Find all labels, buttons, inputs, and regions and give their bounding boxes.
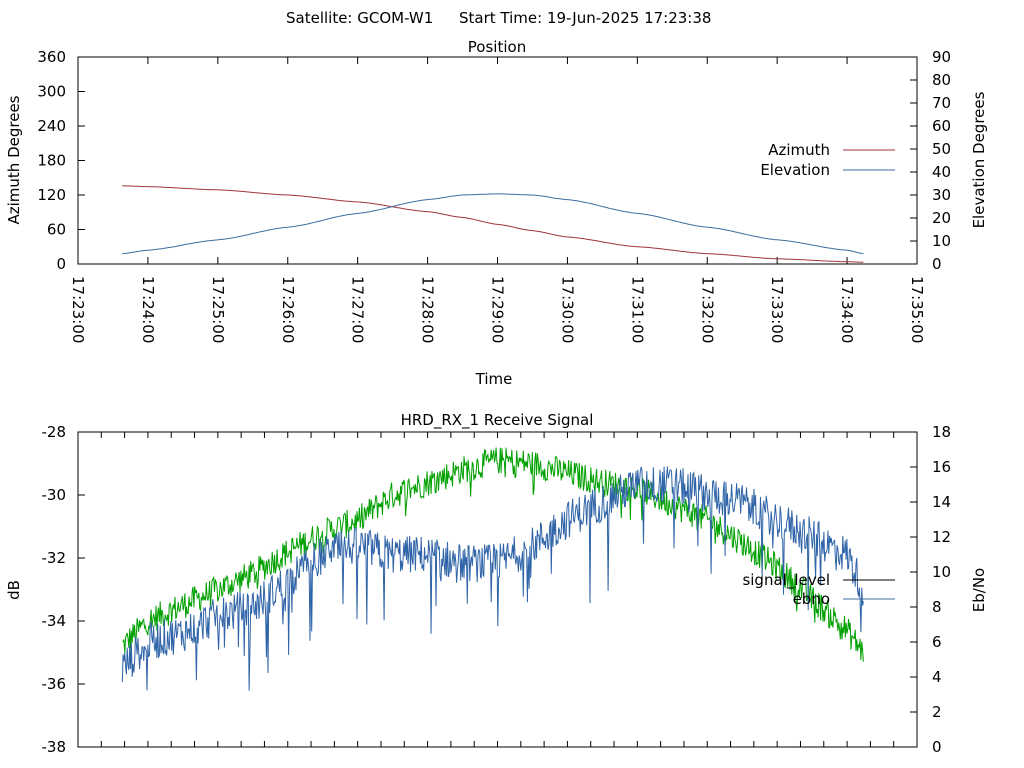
- legend-label-elevation: Elevation: [760, 161, 830, 179]
- y2-tick-label: 50: [932, 140, 951, 158]
- signal-y2-axis-label: Eb/No: [970, 568, 988, 612]
- y2-tick-label: 0: [932, 738, 942, 756]
- y2-tick-label: 0: [932, 255, 942, 273]
- signal-y-axis-label: dB: [5, 580, 23, 600]
- y2-tick-label: 2: [932, 703, 942, 721]
- y-tick-label: 300: [37, 83, 66, 101]
- signal-chart-title: HRD_RX_1 Receive Signal: [401, 411, 594, 430]
- signal-series: [121, 447, 864, 691]
- header-start-time: Start Time: 19-Jun-2025 17:23:38: [459, 9, 711, 27]
- x-tick-label: 17:32:00: [698, 276, 716, 343]
- y-tick-label: -28: [42, 423, 67, 441]
- legend-label-azimuth: Azimuth: [768, 141, 830, 159]
- y-tick-label: 180: [37, 152, 66, 170]
- series-line-signal-level: [122, 447, 864, 662]
- x-tick-label: 17:25:00: [209, 276, 227, 343]
- position-x-axis-label: Time: [475, 370, 513, 388]
- y-tick-label: -38: [42, 738, 67, 756]
- y-tick-label: 120: [37, 186, 66, 204]
- series-line-ebno: [121, 466, 864, 691]
- y2-tick-label: 12: [932, 528, 951, 546]
- header-satellite: Satellite: GCOM-W1: [286, 9, 433, 27]
- x-tick-label: 17:24:00: [139, 276, 157, 343]
- y-tick-label: 360: [37, 48, 66, 66]
- y-tick-label: -32: [42, 549, 67, 567]
- x-tick-label: 17:29:00: [489, 276, 507, 343]
- y2-tick-label: 6: [932, 633, 942, 651]
- series-line-azimuth: [122, 185, 864, 263]
- y-tick-label: 240: [37, 117, 66, 135]
- y2-tick-label: 10: [932, 563, 951, 581]
- y-tick-label: -30: [42, 486, 67, 504]
- x-tick-label: 17:34:00: [838, 276, 856, 343]
- y-tick-label: -34: [42, 612, 67, 630]
- y-tick-label: 60: [47, 221, 66, 239]
- y2-tick-label: 18: [932, 423, 951, 441]
- y2-tick-label: 20: [932, 209, 951, 227]
- x-tick-label: 17:31:00: [628, 276, 646, 343]
- legend-label-ebno: ebno: [793, 590, 830, 608]
- position-y-axis-label: Azimuth Degrees: [5, 95, 23, 224]
- series-line-elevation: [122, 193, 864, 255]
- y2-tick-label: 70: [932, 94, 951, 112]
- y-tick-label: -36: [42, 675, 67, 693]
- position-y2-axis-label: Elevation Degrees: [970, 91, 988, 228]
- y2-tick-label: 90: [932, 48, 951, 66]
- y2-tick-label: 80: [932, 71, 951, 89]
- x-tick-label: 17:28:00: [419, 276, 437, 343]
- x-tick-label: 17:33:00: [768, 276, 786, 343]
- y-tick-label: 0: [56, 255, 66, 273]
- x-tick-label: 17:26:00: [279, 276, 297, 343]
- y2-tick-label: 10: [932, 232, 951, 250]
- x-tick-label: 17:30:00: [558, 276, 576, 343]
- x-tick-label: 17:23:00: [69, 276, 87, 343]
- signal-axes: -38 -36 -34 -32 -30 -28 0 2 4 6 8 10 12 14 16 18: [42, 423, 952, 756]
- position-series: [122, 185, 864, 263]
- y2-tick-label: 30: [932, 186, 951, 204]
- position-axes: 0 60 120 180 240 300 360 0 10 20 30 40 50 60 70 80 90 17:…: [37, 48, 951, 343]
- y2-tick-label: 16: [932, 458, 951, 476]
- position-chart-title: Position: [468, 38, 526, 56]
- y2-tick-label: 40: [932, 163, 951, 181]
- y2-tick-label: 4: [932, 668, 942, 686]
- y2-tick-label: 60: [932, 117, 951, 135]
- y2-tick-label: 8: [932, 598, 942, 616]
- x-tick-label: 17:35:00: [908, 276, 926, 343]
- y2-tick-label: 14: [932, 493, 951, 511]
- legend-label-signal-level: signal_level: [742, 571, 830, 590]
- x-tick-label: 17:27:00: [349, 276, 367, 343]
